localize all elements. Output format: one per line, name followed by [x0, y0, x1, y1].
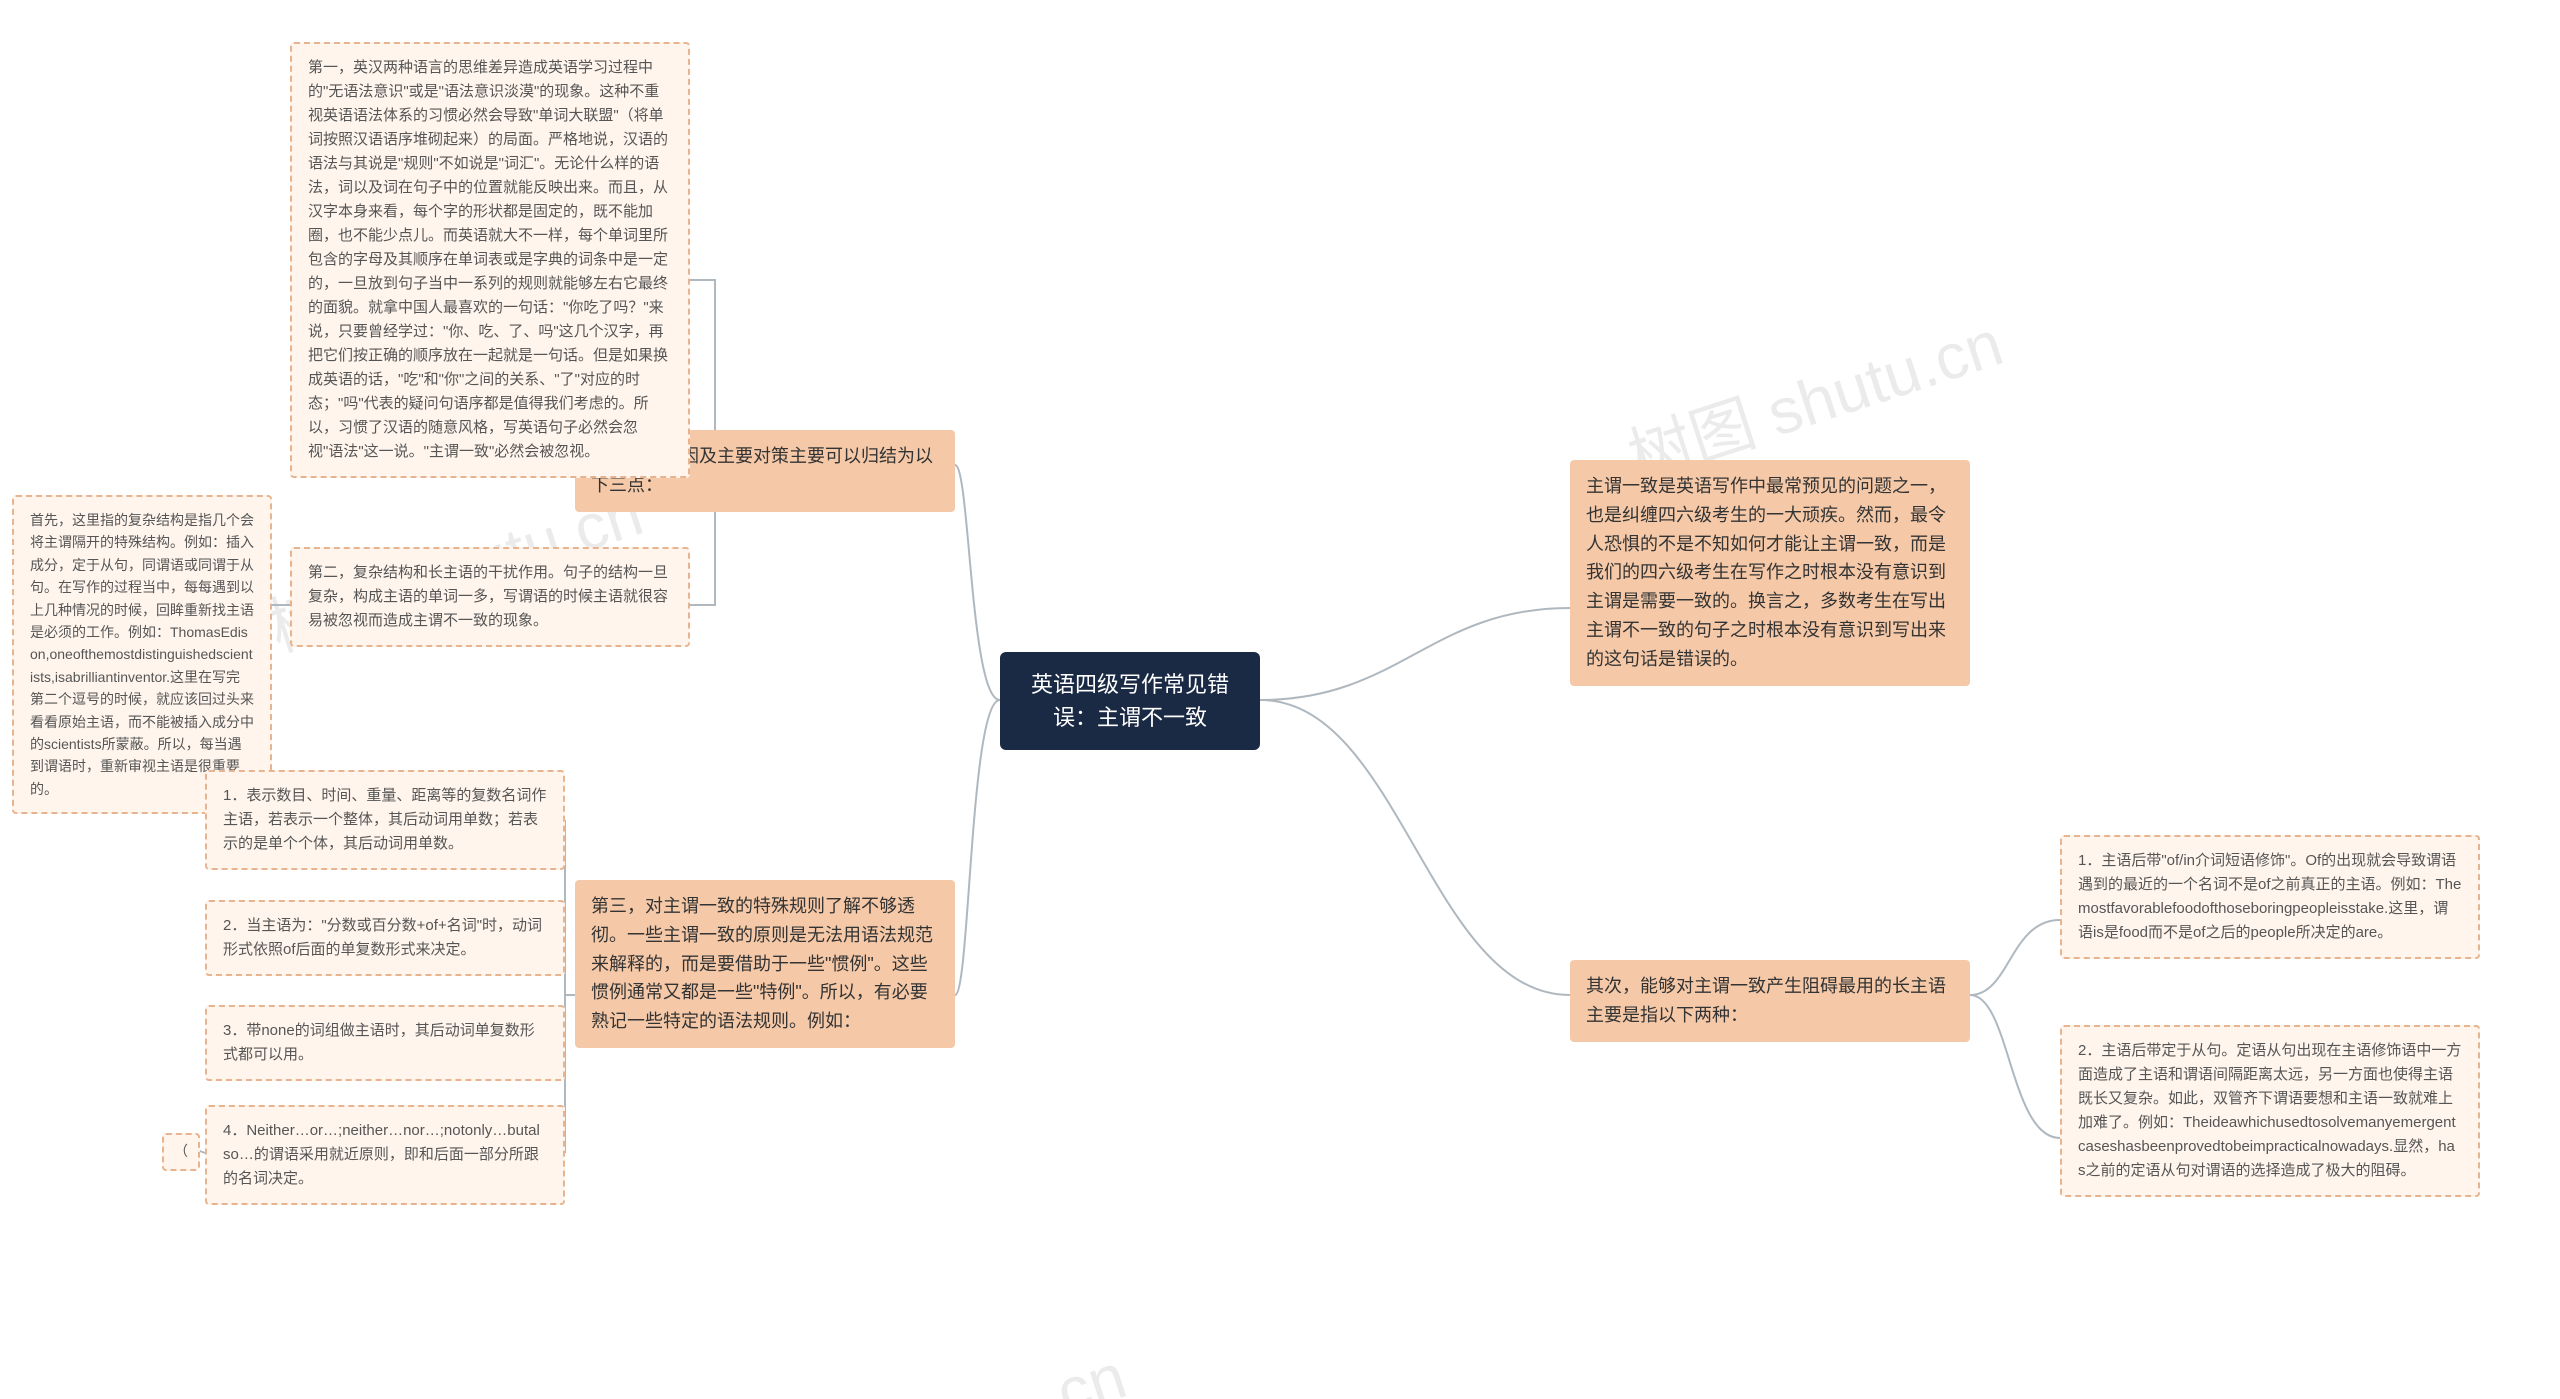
leaf-reason-two-detail: 首先，这里指的复杂结构是指几个会将主谓隔开的特殊结构。例如：插入成分，定于从句，… — [12, 495, 272, 814]
leaf-of-in-modifier: 1．主语后带"of/in介词短语修饰"。Of的出现就会导致谓语遇到的最近的一个名… — [2060, 835, 2480, 959]
leaf-reason-one: 第一，英汉两种语言的思维差异造成英语学习过程中的"无语法意识"或是"语法意识淡漠… — [290, 42, 690, 478]
root-node: 英语四级写作常见错误：主谓不一致 — [1000, 652, 1260, 750]
branch-right-intro: 主谓一致是英语写作中最常预见的问题之一，也是纠缠四六级考生的一大顽疾。然而，最令… — [1570, 460, 1970, 686]
leaf-relative-clause: 2．主语后带定于从句。定语从句出现在主语修饰语中一方面造成了主语和谓语间隔距离太… — [2060, 1025, 2480, 1197]
leaf-rule-3: 3．带none的词组做主语时，其后动词单复数形式都可以用。 — [205, 1005, 565, 1081]
leaf-rule-1: 1．表示数目、时间、重量、距离等的复数名词作主语，若表示一个整体，其后动词用单数… — [205, 770, 565, 870]
leaf-rule-2: 2．当主语为："分数或百分数+of+名词"时，动词形式依照of后面的单复数形式来… — [205, 900, 565, 976]
branch-right-two-types: 其次，能够对主谓一致产生阻碍最用的长主语主要是指以下两种： — [1570, 960, 1970, 1042]
branch-left-reason-three: 第三，对主谓一致的特殊规则了解不够透彻。一些主谓一致的原则是无法用语法规范来解释… — [575, 880, 955, 1048]
leaf-reason-two: 第二，复杂结构和长主语的干扰作用。句子的结构一旦复杂，构成主语的单词一多，写谓语… — [290, 547, 690, 647]
leaf-rule-4: 4．Neither…or…;neither…nor…;notonly…butal… — [205, 1105, 565, 1205]
leaf-rule-4-tiny: （ — [162, 1133, 200, 1171]
watermark: .cn — [1031, 1339, 1135, 1399]
